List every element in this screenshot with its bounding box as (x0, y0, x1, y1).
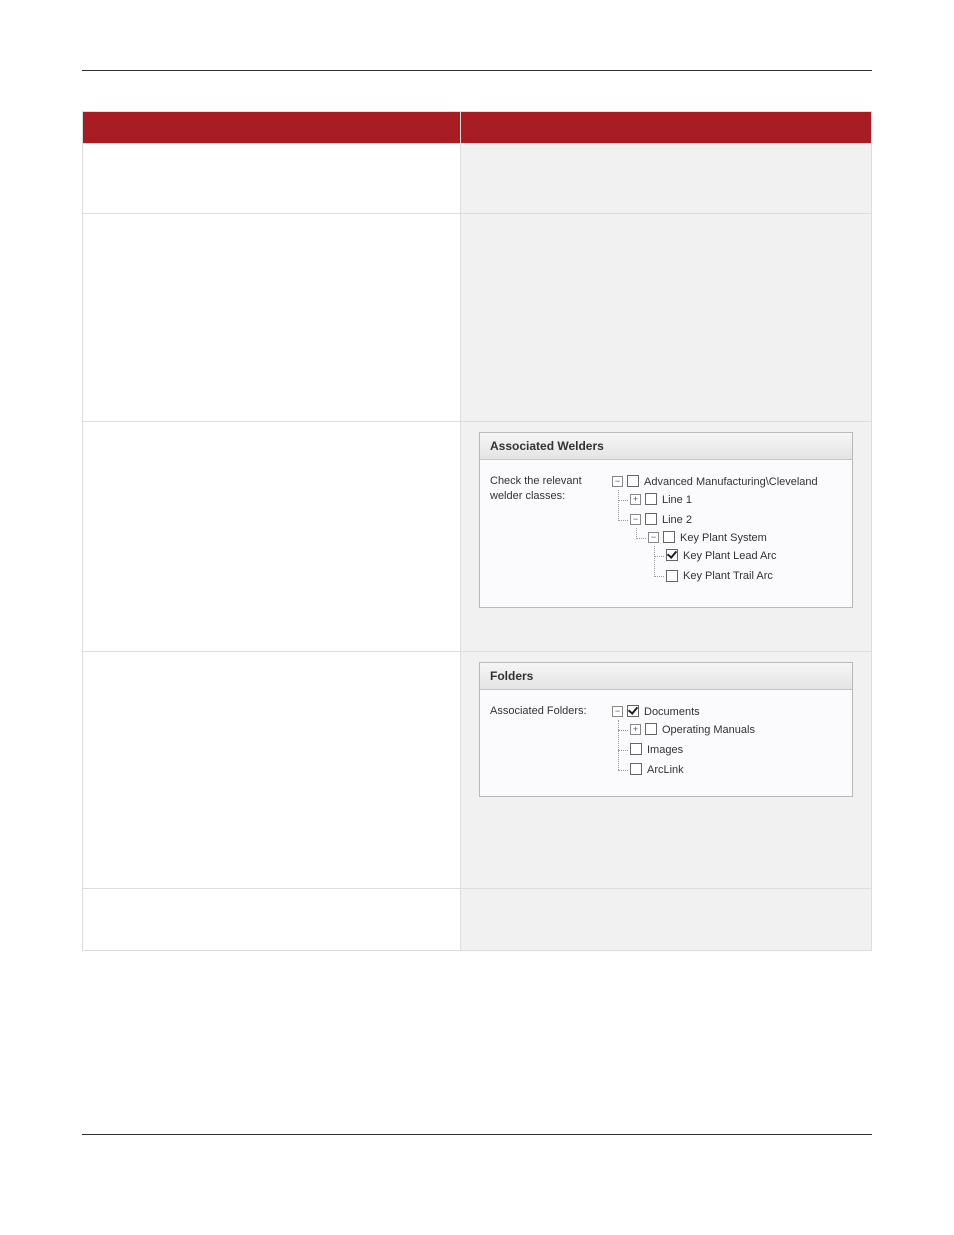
tree-node-label: ArcLink (647, 764, 684, 776)
tree-node-label: Advanced Manufacturing\Cleveland (644, 476, 818, 488)
expand-icon[interactable]: + (630, 494, 641, 505)
tree-node[interactable]: − Key Plant System Key Plant Lead Arc Key P… (648, 528, 842, 588)
tree-node-label: Line 1 (662, 494, 692, 506)
tree-node[interactable]: − Documents+ Operating Manuals Images ArcLin… (612, 702, 842, 782)
collapse-icon[interactable]: − (612, 476, 623, 487)
cell-right (461, 144, 872, 214)
table-row: Associated Welders Check the relevant we… (83, 422, 872, 652)
checkbox[interactable] (666, 549, 678, 561)
checkbox[interactable] (645, 723, 657, 735)
table-row: Folders Associated Folders: − Documents+ O… (83, 652, 872, 889)
collapse-icon[interactable]: − (648, 532, 659, 543)
cell-left (83, 652, 461, 889)
document-page: Associated Welders Check the relevant we… (0, 0, 954, 1235)
cell-right: Associated Welders Check the relevant we… (461, 422, 872, 652)
tree-node[interactable]: Key Plant Lead Arc (666, 546, 842, 566)
cell-right: Folders Associated Folders: − Documents+ O… (461, 652, 872, 889)
checkbox[interactable] (666, 570, 678, 582)
panel-label: Associated Folders: (490, 702, 598, 782)
tree-node[interactable]: Images (630, 740, 842, 760)
checkbox[interactable] (630, 763, 642, 775)
collapse-icon[interactable]: − (612, 706, 623, 717)
tree-node[interactable]: −Line 2−Key Plant SystemKey Plant Lead A… (630, 510, 842, 590)
table-row (83, 144, 872, 214)
cell-left (83, 422, 461, 652)
tree-node-label: Line 2 (662, 514, 692, 526)
bottom-divider (82, 1134, 872, 1135)
welders-tree: − Advanced Manufacturing\Cleveland+ Line 1… (612, 472, 842, 593)
checkbox[interactable] (645, 513, 657, 525)
checkbox[interactable] (627, 705, 639, 717)
checkbox[interactable] (645, 493, 657, 505)
folders-panel: Folders Associated Folders: − Documents+ O… (479, 662, 853, 797)
header-cell-left (83, 112, 461, 144)
tree-node[interactable]: + Operating Manuals (630, 720, 842, 740)
table-row (83, 214, 872, 422)
top-divider (82, 70, 872, 71)
panel-title: Associated Welders (480, 433, 852, 460)
associated-welders-panel: Associated Welders Check the relevant we… (479, 432, 853, 608)
tree-node[interactable]: + Line 1 (630, 490, 842, 510)
checkbox[interactable] (663, 531, 675, 543)
collapse-icon[interactable]: − (630, 514, 641, 525)
cell-left (83, 144, 461, 214)
tree-node[interactable]: ArcLink (630, 760, 842, 780)
folders-tree: − Documents+ Operating Manuals Images ArcLin… (612, 702, 842, 782)
tree-node[interactable]: Key Plant Trail Arc (666, 566, 842, 586)
table-row (83, 889, 872, 951)
expand-icon[interactable]: + (630, 724, 641, 735)
checkbox[interactable] (627, 475, 639, 487)
layout-table: Associated Welders Check the relevant we… (82, 111, 872, 951)
cell-right (461, 214, 872, 422)
panel-label: Check the relevant welder classes: (490, 472, 598, 593)
tree-node[interactable]: − Advanced Manufacturing\Cleveland+ Line 1… (612, 472, 842, 593)
tree-node-label: Key Plant System (680, 532, 767, 544)
panel-title: Folders (480, 663, 852, 690)
cell-left (83, 214, 461, 422)
tree-node-label: Key Plant Lead Arc (683, 550, 777, 562)
cell-left (83, 889, 461, 951)
panel-body: Check the relevant welder classes: − Adva… (480, 460, 852, 607)
tree-node-label: Documents (644, 706, 700, 718)
cell-right (461, 889, 872, 951)
tree-node-label: Key Plant Trail Arc (683, 571, 773, 583)
tree-node-label: Images (647, 744, 683, 756)
table-header-row (83, 112, 872, 144)
tree-node-label: Operating Manuals (662, 724, 755, 736)
checkbox[interactable] (630, 743, 642, 755)
header-cell-right (461, 112, 872, 144)
panel-body: Associated Folders: − Documents+ Operating… (480, 690, 852, 796)
